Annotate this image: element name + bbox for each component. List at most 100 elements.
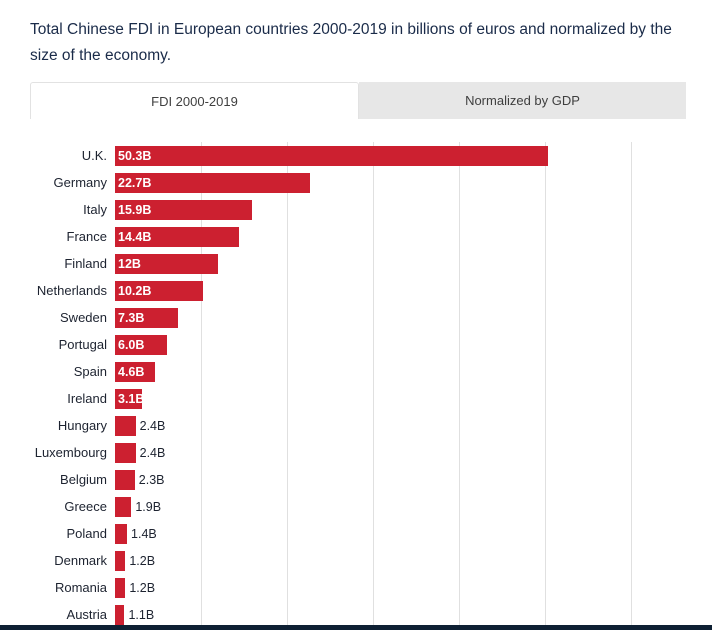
- bar-value: 1.9B: [135, 499, 162, 514]
- row-plot: 6.0B: [115, 334, 631, 355]
- gridline: [631, 142, 632, 629]
- chart-row: Denmark 1.2B: [30, 547, 686, 574]
- row-plot: 1.2B: [115, 550, 631, 571]
- country-label: France: [66, 229, 107, 245]
- bar[interactable]: 4.6B: [115, 361, 155, 382]
- bar[interactable]: 3.1B: [115, 388, 145, 409]
- bar[interactable]: 12B: [115, 253, 219, 274]
- bar[interactable]: [115, 523, 128, 544]
- country-label: U.K.: [81, 148, 107, 164]
- row-plot: 1.2B: [115, 577, 631, 598]
- bar-value: 2.4B: [139, 418, 166, 433]
- gridline: [545, 142, 546, 629]
- bar-value: 50.3B: [118, 148, 152, 163]
- country-label: Denmark: [54, 553, 107, 569]
- chart-row: Portugal 6.0B: [30, 331, 686, 358]
- country-label: Luxembourg: [34, 445, 107, 461]
- bar[interactable]: [115, 550, 126, 571]
- footer-bar: [0, 625, 712, 630]
- bar-value: 14.4B: [118, 229, 152, 244]
- country-label: Netherlands: [36, 283, 107, 299]
- bar-value: 1.2B: [129, 553, 156, 568]
- gridline: [201, 142, 202, 629]
- chart-row: Romania 1.2B: [30, 574, 686, 601]
- chart-row: Hungary 2.4B: [30, 412, 686, 439]
- bar[interactable]: 6.0B: [115, 334, 167, 355]
- country-label: Romania: [54, 580, 107, 596]
- country-label: Spain: [73, 364, 107, 380]
- row-plot: 1.9B: [115, 496, 631, 517]
- chart-row: Sweden 7.3B: [30, 304, 686, 331]
- country-label: Hungary: [57, 418, 107, 434]
- bar-value: 12B: [118, 256, 141, 271]
- bar[interactable]: [115, 604, 125, 625]
- bar[interactable]: 7.3B: [115, 307, 178, 328]
- bar-value: 7.3B: [118, 310, 145, 325]
- country-label: Greece: [64, 499, 107, 515]
- gridline: [373, 142, 374, 629]
- row-plot: 7.3B: [115, 307, 631, 328]
- bar-value: 2.3B: [138, 472, 165, 487]
- row-plot: 14.4B: [115, 226, 631, 247]
- row-plot: 2.4B: [115, 442, 631, 463]
- gridlines: [115, 142, 632, 629]
- chart-row: Luxembourg 2.4B: [30, 439, 686, 466]
- country-label: Belgium: [60, 472, 107, 488]
- country-label: Austria: [66, 607, 107, 623]
- bar[interactable]: [115, 442, 136, 463]
- row-plot: 10.2B: [115, 280, 631, 301]
- country-label: Ireland: [67, 391, 107, 407]
- row-plot: 4.6B: [115, 361, 631, 382]
- row-plot: 22.7B: [115, 172, 631, 193]
- bar[interactable]: 50.3B: [115, 145, 548, 166]
- bar[interactable]: 15.9B: [115, 199, 252, 220]
- bar[interactable]: 22.7B: [115, 172, 311, 193]
- bar[interactable]: [115, 469, 135, 490]
- bar-value: 3.1B: [118, 391, 145, 406]
- bar-value: 10.2B: [118, 283, 152, 298]
- bar-value: 4.6B: [118, 364, 145, 379]
- chart-row: Poland 1.4B: [30, 520, 686, 547]
- bar-value: 22.7B: [118, 175, 152, 190]
- row-plot: 2.3B: [115, 469, 631, 490]
- chart-row: Finland 12B: [30, 250, 686, 277]
- chart-row: U.K. 50.3B: [30, 142, 686, 169]
- country-label: Portugal: [58, 337, 107, 353]
- country-label: Finland: [64, 256, 107, 272]
- bar[interactable]: [115, 577, 126, 598]
- bar-value: 6.0B: [118, 337, 145, 352]
- bar-value: 2.4B: [139, 445, 166, 460]
- row-plot: 3.1B: [115, 388, 631, 409]
- page-title: Total Chinese FDI in European countries …: [30, 21, 672, 64]
- chart-row: Ireland 3.1B: [30, 385, 686, 412]
- gridline: [459, 142, 460, 629]
- country-label: Italy: [83, 202, 107, 218]
- gridline: [287, 142, 288, 629]
- bar[interactable]: 14.4B: [115, 226, 239, 247]
- chart-row: Germany 22.7B: [30, 169, 686, 196]
- bar-value: 1.4B: [131, 526, 157, 541]
- tab-normalized-by-gdp[interactable]: Normalized by GDP: [359, 82, 686, 120]
- bar[interactable]: [115, 496, 132, 517]
- country-label: Sweden: [60, 310, 107, 326]
- bar-chart: U.K. 50.3B Germany 22.7B Italy 15.9B France 14.…: [30, 142, 686, 629]
- chart-row: Belgium 2.3B: [30, 466, 686, 493]
- chart-row: Greece 1.9B: [30, 493, 686, 520]
- country-label: Poland: [66, 526, 107, 542]
- chart-row: France 14.4B: [30, 223, 686, 250]
- row-plot: 2.4B: [115, 415, 631, 436]
- bar[interactable]: [115, 415, 136, 436]
- chart-row: Spain 4.6B: [30, 358, 686, 385]
- country-label: Germany: [53, 175, 107, 191]
- bar[interactable]: 10.2B: [115, 280, 203, 301]
- row-plot: 12B: [115, 253, 631, 274]
- row-plot: 1.4B: [115, 523, 631, 544]
- chart-row: Italy 15.9B: [30, 196, 686, 223]
- row-plot: 1.1B: [115, 604, 631, 625]
- bar-value: 15.9B: [118, 202, 152, 217]
- bar-value: 1.2B: [129, 580, 156, 595]
- tab-fdi-2000-2019[interactable]: FDI 2000-2019: [30, 82, 359, 120]
- tab-bar: FDI 2000-2019 Normalized by GDP: [30, 82, 686, 120]
- row-plot: 15.9B: [115, 199, 631, 220]
- bar-value: 1.1B: [128, 607, 155, 622]
